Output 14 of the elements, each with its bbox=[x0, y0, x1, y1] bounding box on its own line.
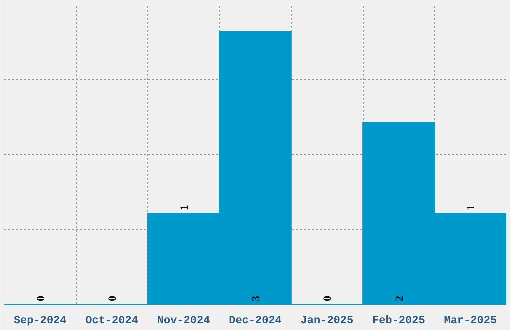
x-tick-label: Feb-2025 bbox=[372, 316, 426, 328]
x-tick-label: Mar-2025 bbox=[444, 316, 498, 328]
data-label: 0 bbox=[107, 296, 120, 302]
data-label: 3 bbox=[250, 296, 262, 302]
x-tick-label: Nov-2024 bbox=[157, 316, 211, 328]
x-tick-label: Dec-2024 bbox=[229, 316, 282, 328]
x-tick-label: Jan-2025 bbox=[300, 316, 354, 328]
data-label: 1 bbox=[178, 205, 191, 211]
x-tick-label: Sep-2024 bbox=[14, 316, 68, 328]
x-tick-label: Oct-2024 bbox=[86, 316, 139, 328]
data-label: 0 bbox=[35, 296, 48, 302]
data-label: 1 bbox=[466, 205, 478, 211]
data-label: 2 bbox=[394, 296, 406, 302]
data-label: 0 bbox=[322, 296, 334, 302]
